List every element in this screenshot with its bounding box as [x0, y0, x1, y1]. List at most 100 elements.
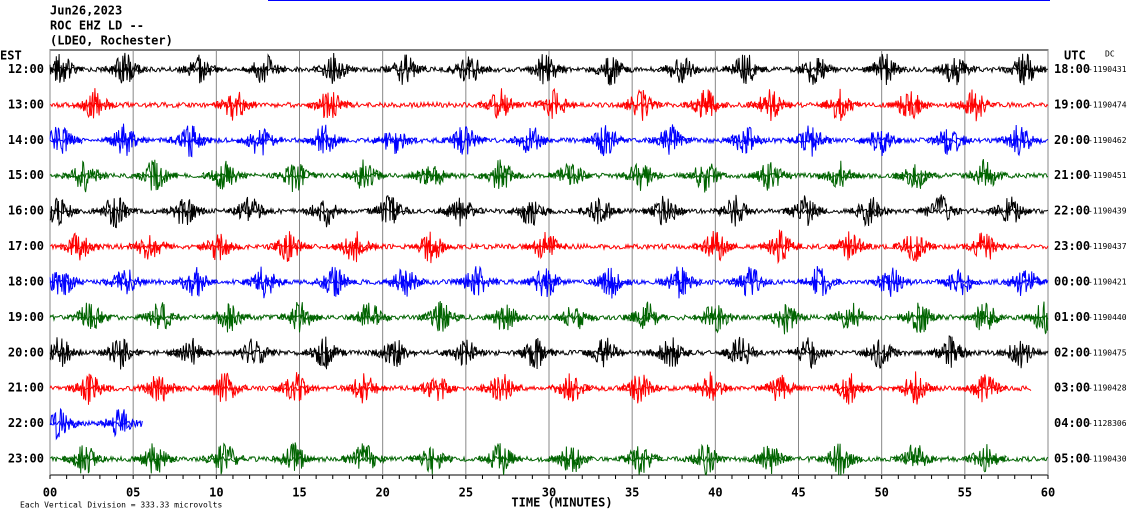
burst	[817, 443, 863, 476]
burst	[311, 52, 358, 84]
burst	[996, 340, 1042, 369]
burst	[617, 89, 663, 121]
burst	[961, 374, 1007, 403]
x-tick-label: 50	[874, 486, 888, 500]
burst	[301, 200, 348, 228]
burst	[177, 54, 223, 84]
burst	[49, 337, 83, 367]
burst	[49, 407, 83, 441]
x-tick-label: 00	[43, 486, 57, 500]
row-level: -1190451	[1088, 171, 1127, 180]
burst	[408, 446, 454, 475]
burst	[547, 162, 593, 186]
burst	[507, 127, 553, 153]
row-label-utc: 05:00	[1054, 452, 1090, 466]
burst	[961, 232, 1007, 260]
burst	[62, 445, 108, 474]
burst	[692, 305, 738, 334]
burst	[647, 337, 693, 367]
burst	[862, 53, 907, 86]
burst	[722, 126, 768, 154]
row-label-est: 20:00	[8, 345, 44, 359]
burst	[483, 304, 528, 331]
burst	[782, 195, 828, 227]
burst	[642, 195, 688, 226]
burst	[131, 159, 178, 191]
burst	[962, 444, 1007, 473]
burst	[867, 267, 913, 297]
row-label-utc: 00:00	[1054, 274, 1090, 288]
burst	[897, 302, 943, 333]
burst	[201, 160, 248, 190]
burst	[682, 443, 728, 476]
burst	[341, 443, 388, 469]
burst	[747, 162, 793, 191]
burst	[857, 339, 903, 369]
row-label-utc: 21:00	[1054, 168, 1090, 182]
burst	[236, 128, 283, 156]
burst	[341, 373, 388, 404]
burst	[478, 373, 523, 401]
x-axis-label: TIME (MINUTES)	[511, 496, 612, 510]
burst	[67, 373, 113, 405]
burst	[722, 54, 768, 85]
burst	[512, 337, 558, 370]
burst	[201, 372, 248, 402]
burst	[757, 374, 803, 402]
burst	[1021, 301, 1048, 335]
burst	[532, 87, 578, 119]
x-tick-label: 20	[375, 486, 389, 500]
row-label-utc: 20:00	[1054, 133, 1090, 147]
burst	[477, 442, 523, 476]
burst	[381, 268, 428, 297]
burst	[657, 266, 703, 299]
burst	[136, 376, 183, 402]
burst	[952, 89, 997, 122]
burst	[137, 302, 183, 330]
burst	[687, 371, 733, 401]
x-tick-label: 05	[126, 486, 140, 500]
row-label-est: 17:00	[8, 239, 44, 253]
left-axis-label: EST	[0, 49, 22, 63]
row-level: -1190439	[1088, 207, 1127, 216]
burst	[366, 195, 412, 224]
burst	[617, 446, 663, 475]
burst	[986, 196, 1032, 223]
burst	[857, 130, 903, 157]
burst	[92, 197, 138, 229]
burst	[241, 266, 288, 299]
row-level: -1190428	[1088, 384, 1127, 393]
burst	[101, 269, 148, 295]
burst	[311, 266, 358, 297]
burst	[507, 201, 553, 227]
burst	[887, 91, 933, 120]
row-level: -1190437	[1088, 242, 1127, 251]
burst	[266, 231, 313, 262]
burst	[1002, 53, 1047, 86]
burst	[126, 235, 173, 260]
x-tick-label: 45	[791, 486, 805, 500]
burst	[892, 164, 938, 189]
burst	[72, 88, 118, 119]
row-label-utc: 02:00	[1054, 345, 1090, 359]
row-level: -1190462	[1088, 136, 1127, 145]
burst	[231, 338, 278, 365]
burst	[762, 303, 808, 335]
burst	[271, 164, 318, 193]
burst	[49, 53, 85, 83]
right-axis-label: UTC	[1064, 49, 1086, 63]
x-tick-label: 40	[708, 486, 722, 500]
burst	[682, 163, 728, 193]
burst	[757, 229, 803, 265]
x-tick-label: 55	[958, 486, 972, 500]
station: (LDEO, Rochester)	[50, 34, 173, 48]
burst	[927, 129, 973, 155]
row-label-est: 12:00	[8, 62, 44, 76]
burst	[67, 302, 113, 330]
burst	[827, 231, 873, 261]
row-level: -1190431	[1088, 65, 1127, 74]
burst	[371, 132, 418, 155]
burst	[827, 302, 873, 329]
x-tick-label: 30	[542, 486, 556, 500]
burst	[787, 125, 832, 157]
